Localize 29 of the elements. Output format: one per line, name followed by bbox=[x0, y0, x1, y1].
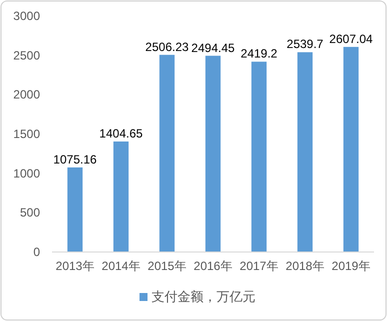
x-tick-label: 2015年 bbox=[148, 259, 186, 273]
y-tick-label: 0 bbox=[33, 245, 40, 259]
x-tick-label: 2014年 bbox=[102, 259, 140, 273]
bar bbox=[297, 52, 313, 252]
y-tick-label: 3000 bbox=[13, 9, 40, 23]
x-tick-label: 2013年 bbox=[56, 259, 94, 273]
x-tick-label: 2018年 bbox=[286, 259, 324, 273]
y-tick-label: 500 bbox=[20, 206, 40, 220]
x-tick-label: 2016年 bbox=[194, 259, 232, 273]
data-label: 2607.04 bbox=[329, 32, 374, 46]
bar bbox=[113, 142, 129, 252]
y-tick-label: 2500 bbox=[13, 48, 40, 62]
x-tick-label: 2017年 bbox=[240, 259, 278, 273]
bar bbox=[67, 167, 83, 252]
data-label: 2506.23 bbox=[145, 40, 190, 54]
y-tick-label: 2000 bbox=[13, 88, 40, 102]
data-label: 2494.45 bbox=[191, 40, 236, 55]
data-label: 1404.65 bbox=[99, 126, 144, 140]
y-tick-label: 1000 bbox=[13, 166, 40, 180]
data-label: 2419.2 bbox=[240, 46, 278, 61]
y-tick-label: 1500 bbox=[13, 127, 40, 141]
x-tick-label: 2019年 bbox=[332, 259, 370, 273]
bar bbox=[159, 54, 175, 252]
bar bbox=[343, 46, 359, 252]
data-label: 1075.16 bbox=[53, 152, 98, 166]
bar bbox=[205, 56, 221, 252]
legend-label: 支付金额，万亿元 bbox=[152, 289, 256, 304]
bar bbox=[251, 62, 267, 252]
data-label: 2539.7 bbox=[286, 37, 324, 52]
